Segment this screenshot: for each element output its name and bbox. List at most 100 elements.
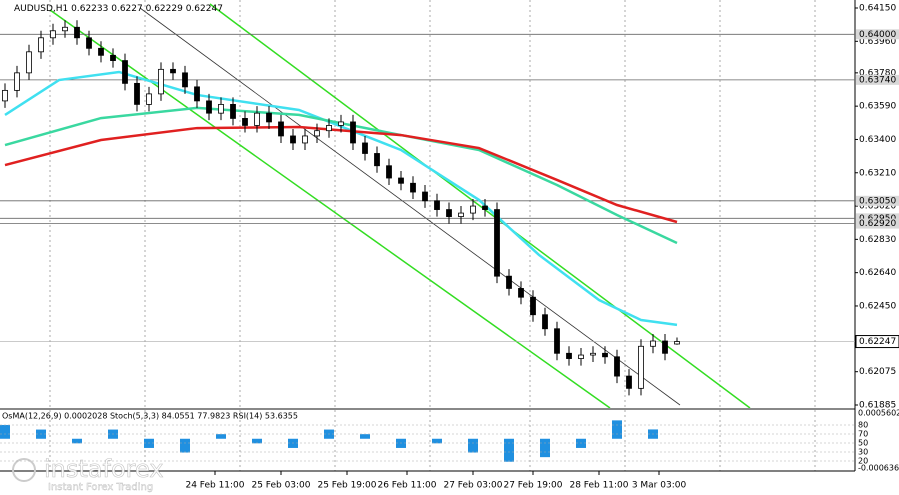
candle-body [230, 104, 236, 119]
y-tick-label: 0.62830 [859, 235, 896, 245]
candle-body [542, 314, 548, 330]
candle-body [182, 72, 188, 88]
y-tick-label: 0.63960 [859, 37, 896, 47]
candle-body [158, 68, 164, 95]
candle-body [374, 153, 380, 167]
y-tick-label: 0.62450 [859, 301, 896, 311]
candle-body [110, 54, 116, 61]
candle-body [350, 121, 356, 144]
osma-bar [540, 438, 550, 458]
candle-body [626, 375, 632, 389]
candle-body [386, 165, 392, 179]
candle-body [170, 68, 176, 74]
candle-body [458, 212, 464, 217]
osma-bar [144, 438, 154, 448]
osma-bar [504, 438, 514, 462]
candle-body [326, 125, 332, 132]
candle-body [398, 177, 404, 184]
indicator-tick-label: 0.0005602 [858, 409, 899, 418]
x-tick-label: 25 Feb 19:00 [317, 481, 376, 491]
y-tick-label: 0.61885 [859, 401, 896, 411]
osma-bar [252, 438, 262, 444]
osma-bar [612, 420, 622, 439]
indicator-level-label: 80 [858, 421, 868, 430]
x-tick-label: 28 Feb 11:00 [569, 481, 628, 491]
candle-body [26, 51, 32, 74]
candle-body [302, 135, 308, 144]
osma-bar [396, 438, 406, 448]
y-tick-label: 0.62640 [859, 268, 896, 278]
candle-body [266, 112, 272, 123]
panel-separator [0, 408, 855, 410]
watermark: instaforex [44, 455, 164, 483]
indicator-level-label: 50 [858, 439, 868, 448]
indicator-title: OsMA(12,26,9) 0.0002028 Stoch(5,3,3) 84.… [2, 412, 298, 421]
candle-body [362, 142, 368, 154]
candle-body [254, 112, 260, 126]
level-label: 0.63050 [859, 196, 896, 206]
candle-body [422, 191, 428, 202]
y-tick-label: 0.63210 [859, 168, 896, 178]
channel-upper [209, 3, 751, 409]
osma-bar [216, 434, 226, 439]
level-label-box [856, 195, 899, 206]
candle-body [638, 345, 644, 389]
y-tick-label: 0.62075 [859, 367, 896, 377]
candle-body [434, 200, 440, 210]
osma-bar [0, 424, 10, 439]
candle-body [506, 275, 512, 289]
x-tick-label: 27 Feb 19:00 [503, 481, 562, 491]
candle-body [122, 60, 128, 84]
y-tick-label: 0.63400 [859, 135, 896, 145]
level-label-box [856, 218, 899, 229]
candle-body [206, 100, 212, 114]
candle-body [74, 26, 80, 39]
candle-body [554, 328, 560, 354]
candle-body [614, 356, 620, 377]
candle-body [38, 37, 44, 53]
x-tick-label: 3 Mar 03:00 [632, 481, 687, 491]
current-price-label: 0.62247 [859, 337, 896, 347]
candle-body [518, 288, 524, 298]
level-label: 0.64000 [859, 30, 896, 40]
y-tick-label: 0.63590 [859, 102, 896, 112]
candle-body [530, 296, 536, 316]
watermark-logo [12, 458, 36, 482]
y-tick-label: 0.63780 [859, 68, 896, 78]
current-price-box [855, 335, 899, 349]
candle-body [218, 104, 224, 114]
candle-body [314, 130, 320, 137]
watermark-sub: Instant Forex Trading [48, 482, 153, 493]
osma-bar [468, 438, 478, 453]
moving-average [4, 70, 678, 327]
candle-body [290, 135, 296, 144]
x-tick-label: 25 Feb 03:00 [251, 481, 310, 491]
candle-body [470, 205, 476, 214]
y-tick-label: 0.64150 [859, 4, 896, 14]
x-tick-label: 27 Feb 03:00 [443, 481, 502, 491]
candle-body [2, 89, 8, 102]
candle-body [650, 340, 656, 347]
moving-average [4, 125, 678, 224]
candle-body [50, 30, 56, 39]
candle-body [62, 26, 68, 32]
candle-body [242, 118, 248, 126]
vertical-grid [49, 0, 816, 471]
osma-bar [360, 434, 370, 439]
candle-body [590, 352, 596, 356]
osma-bar [432, 438, 442, 444]
candle-body [86, 37, 92, 49]
indicator-level-label: 20 [858, 457, 868, 466]
candle-body [14, 72, 20, 91]
osma-bar [180, 438, 190, 453]
indicator-level-label: 70 [858, 430, 868, 439]
candle-body [194, 86, 200, 102]
level-label: 0.63740 [859, 75, 896, 85]
candle-body [482, 205, 488, 210]
indicator-level-label: 30 [858, 448, 868, 457]
candle-body [602, 352, 608, 358]
trend-line [139, 7, 681, 406]
candle-body [134, 82, 140, 105]
